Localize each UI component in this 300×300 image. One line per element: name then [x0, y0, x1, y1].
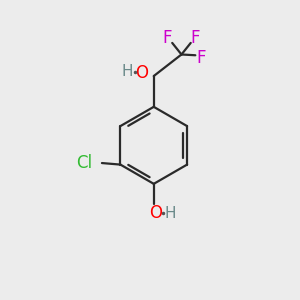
Text: F: F: [163, 28, 172, 46]
Text: H: H: [122, 64, 133, 79]
Text: H: H: [165, 206, 176, 221]
Text: O: O: [135, 64, 148, 82]
Text: Cl: Cl: [76, 154, 93, 172]
Text: F: F: [197, 49, 206, 67]
Text: F: F: [190, 28, 200, 46]
Text: O: O: [149, 204, 162, 222]
